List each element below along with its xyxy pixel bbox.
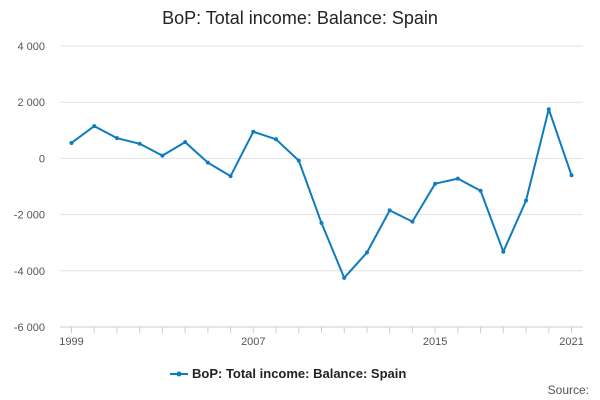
data-point[interactable] bbox=[387, 208, 392, 213]
data-point[interactable] bbox=[228, 174, 233, 179]
data-point[interactable] bbox=[251, 129, 256, 134]
data-point[interactable] bbox=[205, 160, 210, 165]
data-point[interactable] bbox=[183, 140, 188, 145]
x-tick-label: 2015 bbox=[423, 336, 447, 348]
data-point[interactable] bbox=[410, 219, 415, 224]
data-point[interactable] bbox=[433, 181, 438, 186]
y-tick-label: 4 000 bbox=[17, 41, 45, 53]
data-point[interactable] bbox=[92, 124, 97, 129]
data-point[interactable] bbox=[501, 249, 506, 254]
chart-title: BoP: Total income: Balance: Spain bbox=[162, 8, 438, 28]
data-point[interactable] bbox=[296, 158, 301, 163]
data-point[interactable] bbox=[364, 250, 369, 255]
grid-layer bbox=[60, 45, 583, 328]
x-tick-label: 2021 bbox=[559, 336, 583, 348]
y-tick-label: -4 000 bbox=[14, 266, 45, 278]
legend[interactable]: BoP: Total income: Balance: Spain bbox=[170, 366, 406, 381]
y-tick-label: 2 000 bbox=[17, 97, 45, 109]
axis-layer: 4 000 2 000 0 -2 000 -4 000 -6 000 1999 2007 201… bbox=[14, 41, 584, 348]
data-point[interactable] bbox=[137, 141, 142, 146]
data-point[interactable] bbox=[455, 176, 460, 181]
y-tick-label: -6 000 bbox=[14, 322, 45, 334]
data-point[interactable] bbox=[274, 137, 279, 142]
data-point[interactable] bbox=[114, 136, 119, 141]
data-point[interactable] bbox=[569, 173, 574, 178]
legend-marker-swatch bbox=[176, 371, 182, 377]
data-point[interactable] bbox=[478, 188, 483, 193]
source-label[interactable]: Source: bbox=[548, 383, 589, 397]
series-layer bbox=[69, 107, 574, 280]
legend-label: BoP: Total income: Balance: Spain bbox=[192, 366, 406, 381]
data-point[interactable] bbox=[342, 275, 347, 280]
data-point[interactable] bbox=[69, 140, 74, 145]
x-tick-label: 2007 bbox=[241, 336, 265, 348]
y-tick-label: 0 bbox=[39, 153, 45, 165]
x-tick-label: 1999 bbox=[59, 336, 83, 348]
data-point[interactable] bbox=[160, 153, 165, 158]
data-point[interactable] bbox=[319, 221, 324, 226]
data-point[interactable] bbox=[546, 107, 551, 112]
data-point[interactable] bbox=[524, 198, 529, 203]
series-line bbox=[70, 108, 573, 279]
y-tick-label: -2 000 bbox=[14, 210, 45, 222]
